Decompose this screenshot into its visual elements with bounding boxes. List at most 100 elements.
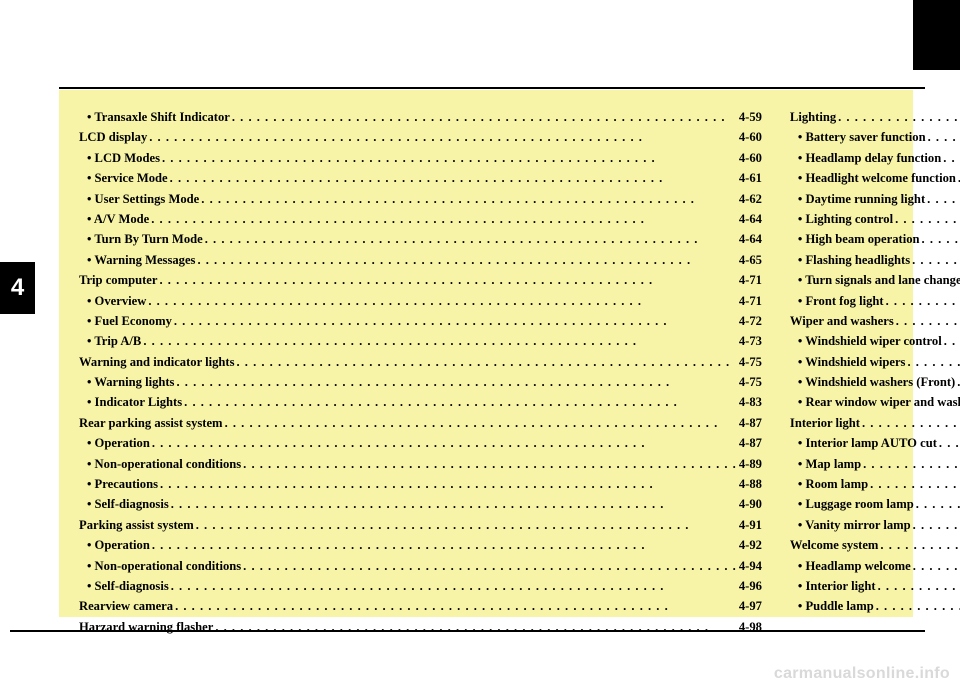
toc-columns: • Transaxle Shift Indicator 4-59LCD disp… [79, 108, 893, 599]
toc-dots [905, 353, 960, 372]
toc-entry: • Windshield washers (Front) 4-108 [790, 373, 960, 392]
toc-page: 4-88 [739, 475, 762, 494]
toc-title: • Room lamp [798, 475, 868, 494]
toc-entry: • Warning Messages 4-65 [79, 251, 762, 270]
toc-entry: Lighting 4-99 [790, 108, 960, 127]
toc-entry: Parking assist system 4-91 [79, 516, 762, 535]
toc-page: 4-75 [739, 373, 762, 392]
toc-dots [150, 536, 739, 555]
toc-panel: • Transaxle Shift Indicator 4-59LCD disp… [59, 90, 913, 617]
toc-title: • Trip A/B [87, 332, 141, 351]
toc-title: Rear parking assist system [79, 414, 223, 433]
toc-title: • Self-diagnosis [87, 577, 169, 596]
toc-title: • Headlamp delay function [798, 149, 941, 168]
toc-entry: • Daytime running light 4-100 [790, 190, 960, 209]
toc-entry: • Non-operational conditions 4-94 [79, 557, 762, 576]
toc-title: Harzard warning flasher [79, 618, 213, 637]
toc-title: • Operation [87, 434, 150, 453]
toc-entry: • Operation 4-92 [79, 536, 762, 555]
toc-entry: Rear parking assist system 4-87 [79, 414, 762, 433]
toc-title: • Flashing headlights [798, 251, 910, 270]
toc-page: 4-71 [739, 292, 762, 311]
toc-title: • Non-operational conditions [87, 557, 241, 576]
toc-page: 4-97 [739, 597, 762, 616]
toc-dots [182, 393, 739, 412]
toc-entry: • Headlamp delay function 4-99 [790, 149, 960, 168]
toc-dots [141, 332, 738, 351]
toc-title: • Indicator Lights [87, 393, 182, 412]
toc-dots [158, 475, 739, 494]
toc-title: • Vanity mirror lamp [798, 516, 911, 535]
toc-entry: • Fuel Economy 4-72 [79, 312, 762, 331]
toc-dots [195, 251, 738, 270]
toc-column-left: • Transaxle Shift Indicator 4-59LCD disp… [79, 108, 762, 599]
toc-entry: • Flashing headlights 4-103 [790, 251, 960, 270]
toc-page: 4-90 [739, 495, 762, 514]
toc-dots [911, 516, 960, 535]
toc-page: 4-96 [739, 577, 762, 596]
toc-page: 4-72 [739, 312, 762, 331]
toc-title: • Map lamp [798, 455, 861, 474]
toc-dots [173, 597, 739, 616]
toc-dots [878, 536, 960, 555]
toc-dots [941, 149, 960, 168]
toc-title: • Puddle lamp [798, 597, 874, 616]
toc-dots [203, 230, 739, 249]
toc-title: • Operation [87, 536, 150, 555]
toc-entry: LCD display 4-60 [79, 128, 762, 147]
toc-entry: • A/V Mode 4-64 [79, 210, 762, 229]
toc-title: Trip computer [79, 271, 157, 290]
bottom-divider [10, 630, 925, 632]
toc-entry: • Map lamp 4-111 [790, 455, 960, 474]
toc-title: • Overview [87, 292, 146, 311]
toc-entry: • High beam operation 4-102 [790, 230, 960, 249]
toc-dots [150, 434, 739, 453]
chapter-number: 4 [11, 274, 24, 302]
toc-dots [234, 353, 738, 372]
toc-entry: • Warning lights 4-75 [79, 373, 762, 392]
toc-page: 4-61 [739, 169, 762, 188]
toc-dots [213, 618, 739, 637]
toc-title: Interior light [790, 414, 860, 433]
toc-entry: • Vanity mirror lamp 4-113 [790, 516, 960, 535]
toc-page: 4-60 [739, 149, 762, 168]
toc-entry: • Interior lamp AUTO cut 4-111 [790, 434, 960, 453]
toc-entry: • Front fog light 4-104 [790, 292, 960, 311]
top-divider [59, 87, 925, 89]
toc-dots [920, 230, 960, 249]
toc-dots [230, 108, 739, 127]
toc-title: • Lighting control [798, 210, 893, 229]
toc-title: LCD display [79, 128, 147, 147]
toc-title: Parking assist system [79, 516, 194, 535]
chapter-tab: 4 [0, 262, 35, 314]
toc-page: 4-62 [739, 190, 762, 209]
toc-title: • Windshield wipers [798, 353, 906, 372]
toc-entry: Interior light 4-111 [790, 414, 960, 433]
toc-dots [874, 597, 960, 616]
toc-entry: • Puddle lamp 4-114 [790, 597, 960, 616]
toc-entry: • Turn signals and lane change signals 4… [790, 271, 960, 290]
toc-dots [199, 190, 739, 209]
toc-dots [956, 169, 960, 188]
toc-title: • Service Mode [87, 169, 168, 188]
toc-page: 4-65 [739, 251, 762, 270]
toc-title: • Front fog light [798, 292, 884, 311]
toc-dots [910, 251, 960, 270]
toc-title: • Headlight welcome function [798, 169, 956, 188]
toc-entry: • Headlamp welcome 4-114 [790, 557, 960, 576]
toc-dots [157, 271, 738, 290]
toc-dots [925, 190, 960, 209]
watermark: carmanualsonline.info [774, 665, 950, 683]
toc-dots [172, 312, 739, 331]
toc-dots [146, 292, 739, 311]
toc-title: Lighting [790, 108, 836, 127]
toc-dots [174, 373, 738, 392]
toc-title: Welcome system [790, 536, 878, 555]
toc-entry: • User Settings Mode 4-62 [79, 190, 762, 209]
toc-dots [937, 434, 960, 453]
toc-title: • Battery saver function [798, 128, 926, 147]
toc-entry: • Precautions 4-88 [79, 475, 762, 494]
toc-dots [241, 455, 739, 474]
toc-page: 4-60 [739, 128, 762, 147]
toc-page: 4-92 [739, 536, 762, 555]
